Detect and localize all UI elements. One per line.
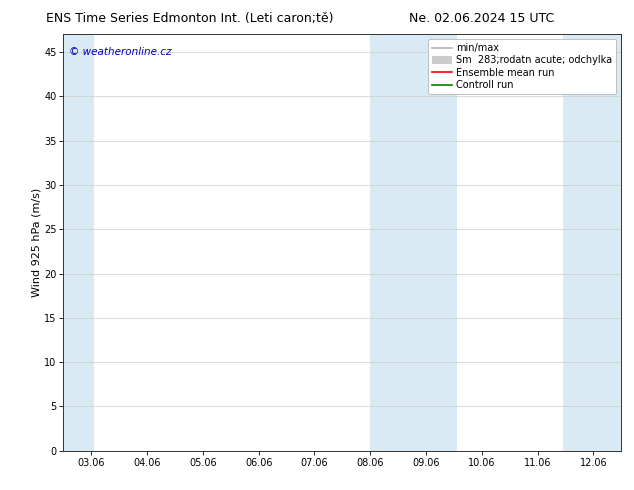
Y-axis label: Wind 925 hPa (m/s): Wind 925 hPa (m/s) <box>31 188 41 297</box>
Bar <box>370 34 456 451</box>
Legend: min/max, Sm  283;rodatn acute; odchylka, Ensemble mean run, Controll run: min/max, Sm 283;rodatn acute; odchylka, … <box>428 39 616 94</box>
Bar <box>63 34 94 451</box>
Bar <box>563 34 621 451</box>
Text: © weatheronline.cz: © weatheronline.cz <box>69 47 171 57</box>
Text: ENS Time Series Edmonton Int. (Leti caron;tě): ENS Time Series Edmonton Int. (Leti caro… <box>46 12 334 25</box>
Text: Ne. 02.06.2024 15 UTC: Ne. 02.06.2024 15 UTC <box>409 12 555 25</box>
